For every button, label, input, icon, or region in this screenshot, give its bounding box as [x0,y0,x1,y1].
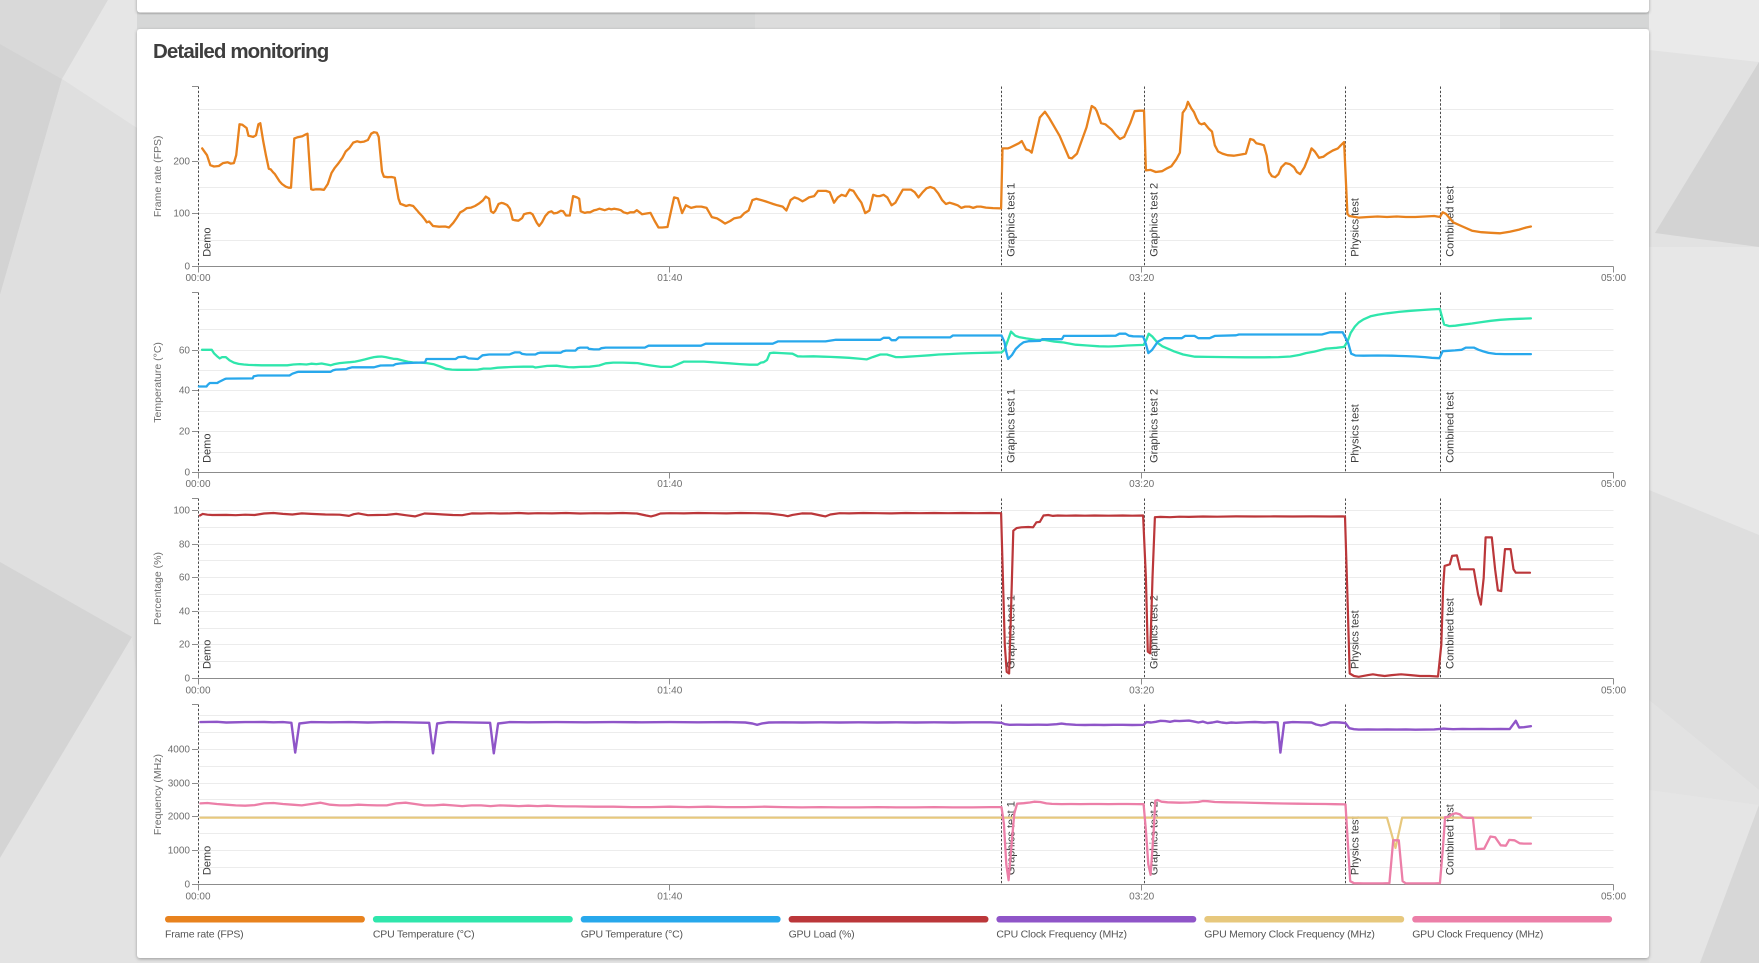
svg-text:05:00: 05:00 [1601,891,1626,902]
svg-text:Combined test: Combined test [1444,392,1456,463]
svg-text:Demo: Demo [202,640,214,669]
svg-text:GPU Clock Frequency (MHz): GPU Clock Frequency (MHz) [1412,929,1543,941]
svg-text:20: 20 [179,427,191,438]
svg-text:00:00: 00:00 [185,479,210,490]
svg-text:Frequency (MHz): Frequency (MHz) [152,754,164,835]
svg-text:GPU Memory Clock Frequency (MH: GPU Memory Clock Frequency (MHz) [1204,929,1374,941]
svg-text:Combined test: Combined test [1444,804,1456,875]
svg-text:0: 0 [184,880,190,891]
svg-text:00:00: 00:00 [185,891,210,902]
svg-text:01:40: 01:40 [657,479,682,490]
svg-text:05:00: 05:00 [1601,273,1626,284]
svg-text:0: 0 [184,262,190,273]
svg-text:100: 100 [173,506,190,517]
svg-text:Combined test: Combined test [1444,598,1456,669]
svg-text:100: 100 [173,209,190,220]
svg-text:Physics test: Physics test [1350,198,1362,257]
svg-text:0: 0 [184,674,190,685]
svg-text:Detailed monitoring: Detailed monitoring [153,40,329,63]
svg-text:Frame rate (FPS): Frame rate (FPS) [152,135,164,217]
svg-text:Physics test: Physics test [1350,404,1362,463]
svg-text:03:20: 03:20 [1129,479,1154,490]
svg-text:80: 80 [179,540,191,551]
svg-text:Graphics test 1: Graphics test 1 [1005,389,1017,463]
svg-text:01:40: 01:40 [657,273,682,284]
svg-text:01:40: 01:40 [657,891,682,902]
svg-text:Temperature (°C): Temperature (°C) [152,342,164,423]
svg-text:Physics test: Physics test [1350,816,1362,875]
svg-text:01:40: 01:40 [657,685,682,696]
svg-text:20: 20 [179,640,191,651]
svg-text:Demo: Demo [202,846,214,875]
svg-text:Demo: Demo [202,434,214,463]
svg-text:03:20: 03:20 [1129,273,1154,284]
svg-text:40: 40 [179,607,191,618]
svg-text:CPU Clock Frequency (MHz): CPU Clock Frequency (MHz) [996,929,1126,941]
svg-text:05:00: 05:00 [1601,685,1626,696]
svg-text:1000: 1000 [168,846,191,857]
svg-text:03:20: 03:20 [1129,685,1154,696]
svg-text:Graphics test 2: Graphics test 2 [1149,183,1161,257]
svg-text:3000: 3000 [168,779,191,790]
svg-text:GPU Temperature (°C): GPU Temperature (°C) [581,929,683,941]
svg-text:05:00: 05:00 [1601,479,1626,490]
svg-text:03:20: 03:20 [1129,891,1154,902]
svg-text:2000: 2000 [168,812,191,823]
svg-text:Percentage (%): Percentage (%) [152,552,164,625]
svg-text:4000: 4000 [168,745,191,756]
svg-text:Physics test: Physics test [1350,610,1362,669]
svg-text:GPU Load (%): GPU Load (%) [789,929,855,941]
svg-text:Combined test: Combined test [1444,186,1456,257]
svg-text:Demo: Demo [202,227,214,256]
svg-text:CPU Temperature (°C): CPU Temperature (°C) [373,929,475,941]
svg-text:00:00: 00:00 [185,685,210,696]
svg-text:0: 0 [184,468,190,479]
svg-text:60: 60 [179,573,191,584]
svg-text:Frame rate (FPS): Frame rate (FPS) [165,929,243,941]
svg-text:Graphics test 2: Graphics test 2 [1149,389,1161,463]
svg-text:60: 60 [179,346,191,357]
svg-text:40: 40 [179,386,191,397]
svg-text:200: 200 [173,157,190,168]
svg-text:00:00: 00:00 [185,273,210,284]
svg-text:Graphics test 1: Graphics test 1 [1005,183,1017,257]
